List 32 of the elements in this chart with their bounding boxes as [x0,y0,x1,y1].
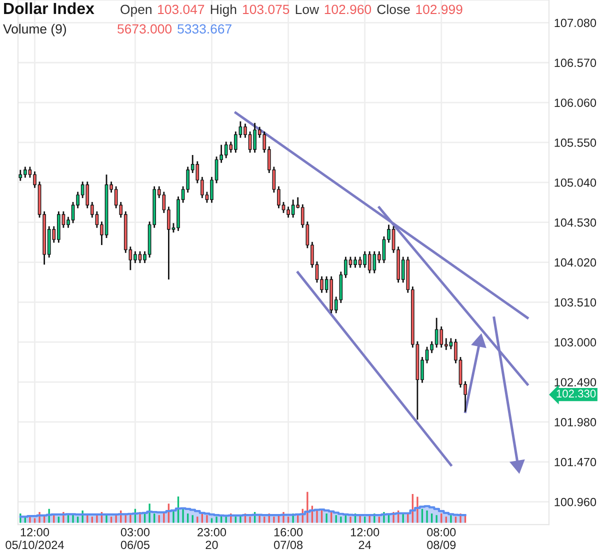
annotation: Low [296,4,320,14]
y-tick-label: 104.530 [554,218,596,227]
annotation: Open [120,4,152,17]
y-tick-label: 105.040 [554,178,596,187]
y-tick-label: 101.470 [554,458,596,466]
chart-title: Dollar Index [4,2,94,14]
y-tick-label: 100.960 [554,498,596,506]
annotation: 102.999 [416,4,462,14]
x-tick-label: 08:00 08/09 [427,528,456,550]
y-tick-label: 101.980 [554,418,596,426]
annotation: Close [377,4,410,14]
x-tick-label: 16:00 07/08 [274,528,303,550]
x-tick-label: 12:00 05/10/2024 [6,528,64,550]
annotation: 103.047 [158,4,204,14]
chart-title: Volume (9) [3,24,66,36]
y-tick-label: 103.510 [554,298,596,307]
x-tick-label: 03:00 06/05 [120,528,150,550]
y-tick-label: 105.550 [554,138,596,147]
x-tick-label: 23:00 20 [198,528,226,550]
annotation: 102.960 [324,4,372,14]
annotation: High [210,4,236,17]
y-tick-label: 106.570 [554,58,596,68]
y-tick-label: 103.000 [554,338,596,347]
annotation: 103.075 [243,4,290,14]
annotation: 5333.667 [178,24,232,34]
text: 102.330 [556,390,596,398]
annotation: 5673.000 [118,24,172,34]
y-tick-label: 104.020 [554,258,596,267]
y-tick-label: 106.060 [554,98,596,107]
y-tick-label: 102.490 [554,378,596,386]
y-tick-label: 107.080 [554,18,596,28]
x-tick-label: 12:00 24 [350,528,380,549]
